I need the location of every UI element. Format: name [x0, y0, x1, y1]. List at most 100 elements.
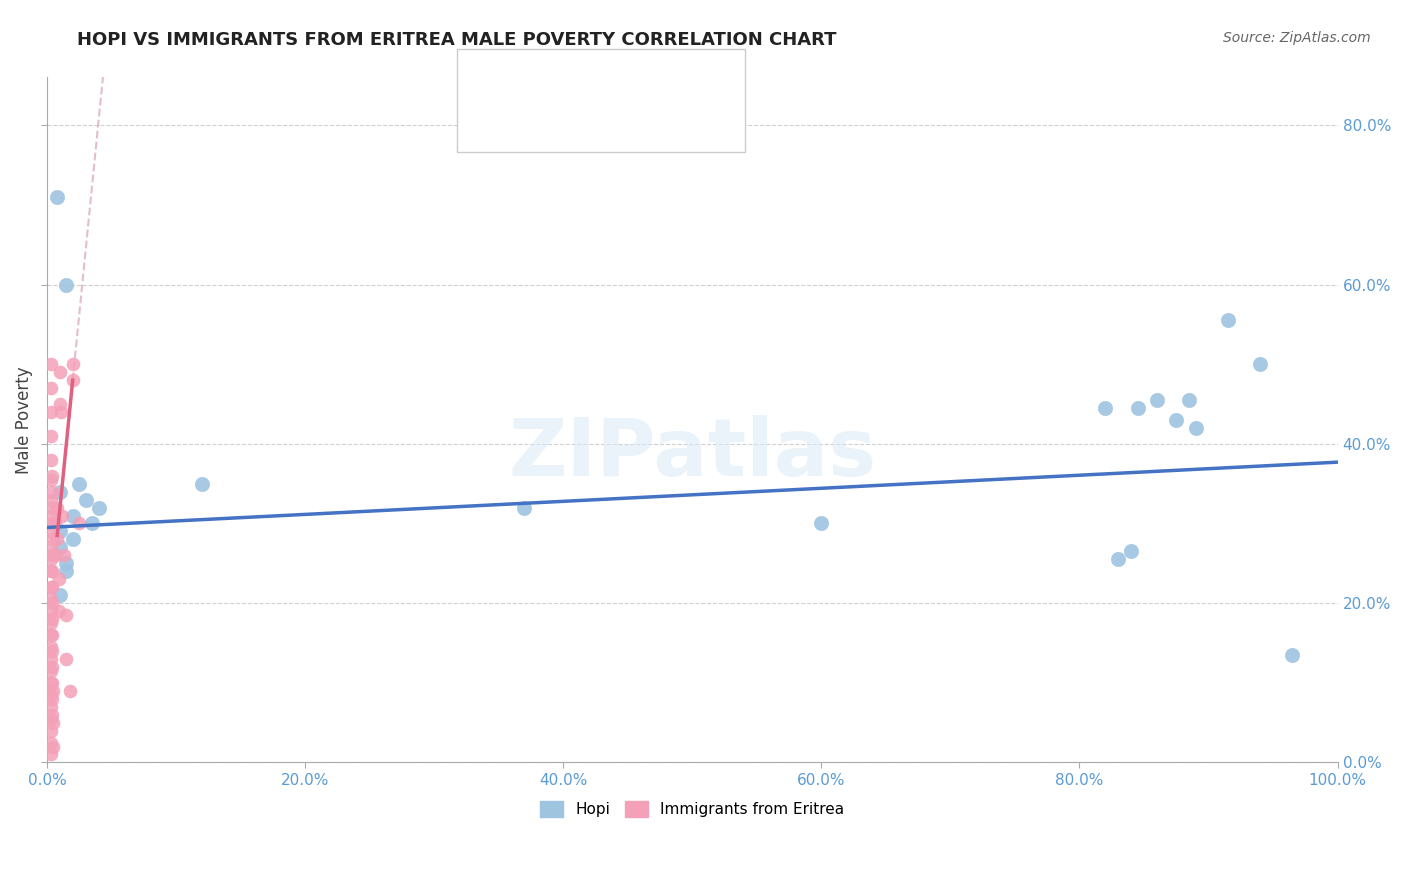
Point [39, 452, 62, 467]
Point [49, 524, 72, 539]
Point [39, 652, 62, 666]
Point [191, 476, 214, 491]
Point [62, 508, 84, 523]
Point [1126, 401, 1149, 415]
Point [1119, 544, 1142, 558]
Bar [477, 62, 499, 95]
Point [1184, 421, 1206, 435]
Point [39, 723, 62, 738]
Text: N = 63: N = 63 [627, 111, 685, 126]
Point [80, 516, 103, 531]
Point [55, 557, 77, 571]
Point [41, 612, 63, 626]
Point [41, 484, 63, 499]
Point [39, 735, 62, 749]
Point [39, 747, 62, 762]
Point [39, 541, 62, 555]
Point [810, 516, 832, 531]
Point [41, 564, 63, 578]
Point [513, 500, 536, 515]
Point [1107, 552, 1129, 566]
Point [42, 739, 65, 754]
Point [1249, 357, 1271, 371]
Point [49, 397, 72, 411]
Point [41, 675, 63, 690]
Text: HOPI VS IMMIGRANTS FROM ERITREA MALE POVERTY CORRELATION CHART: HOPI VS IMMIGRANTS FROM ERITREA MALE POV… [77, 31, 837, 49]
Point [67, 516, 90, 531]
Point [62, 357, 84, 371]
Point [39, 552, 62, 566]
Point [67, 476, 90, 491]
Point [1216, 313, 1239, 327]
Point [46, 533, 69, 547]
Point [39, 640, 62, 654]
Point [44, 516, 66, 531]
Point [41, 549, 63, 563]
Point [49, 484, 72, 499]
Text: ZIPatlas: ZIPatlas [508, 415, 876, 493]
Point [41, 691, 63, 706]
Point [41, 500, 63, 515]
Point [48, 572, 70, 586]
Point [39, 473, 62, 487]
Point [39, 429, 62, 443]
Point [39, 675, 62, 690]
Point [41, 628, 63, 642]
Legend: Hopi, Immigrants from Eritrea: Hopi, Immigrants from Eritrea [534, 795, 851, 823]
Point [39, 615, 62, 630]
Point [1166, 413, 1188, 427]
Point [41, 533, 63, 547]
Point [55, 564, 77, 578]
Point [39, 508, 62, 523]
Point [1094, 401, 1116, 415]
Point [55, 277, 77, 292]
Point [1281, 648, 1303, 662]
Point [41, 644, 63, 658]
Point [41, 516, 63, 531]
Point [39, 688, 62, 702]
Y-axis label: Male Poverty: Male Poverty [15, 366, 32, 474]
Point [46, 190, 69, 204]
Point [75, 492, 97, 507]
Point [41, 580, 63, 594]
Point [48, 604, 70, 618]
Point [59, 683, 82, 698]
Point [39, 524, 62, 539]
Point [41, 660, 63, 674]
Text: R = 0.239: R = 0.239 [510, 70, 586, 86]
Point [39, 492, 62, 507]
Point [1146, 392, 1168, 407]
Point [49, 365, 72, 379]
Text: N = 28: N = 28 [627, 70, 685, 86]
Bar [477, 102, 499, 135]
Point [49, 541, 72, 555]
Point [62, 373, 84, 387]
Point [49, 588, 72, 602]
Point [41, 707, 63, 722]
Point [1178, 392, 1201, 407]
Point [87, 500, 110, 515]
Point [51, 508, 73, 523]
Text: R = 0.546: R = 0.546 [510, 111, 586, 126]
Point [46, 500, 69, 515]
Point [41, 596, 63, 610]
Point [39, 604, 62, 618]
Point [39, 592, 62, 607]
Text: Source: ZipAtlas.com: Source: ZipAtlas.com [1223, 31, 1371, 45]
Point [39, 712, 62, 726]
Point [39, 580, 62, 594]
Point [42, 683, 65, 698]
Point [42, 715, 65, 730]
Point [49, 405, 72, 419]
Point [52, 549, 75, 563]
Point [39, 357, 62, 371]
Point [39, 381, 62, 395]
Point [39, 664, 62, 678]
Point [55, 608, 77, 623]
Point [45, 549, 67, 563]
Point [39, 405, 62, 419]
Point [39, 564, 62, 578]
Point [39, 628, 62, 642]
Point [62, 533, 84, 547]
Point [39, 699, 62, 714]
